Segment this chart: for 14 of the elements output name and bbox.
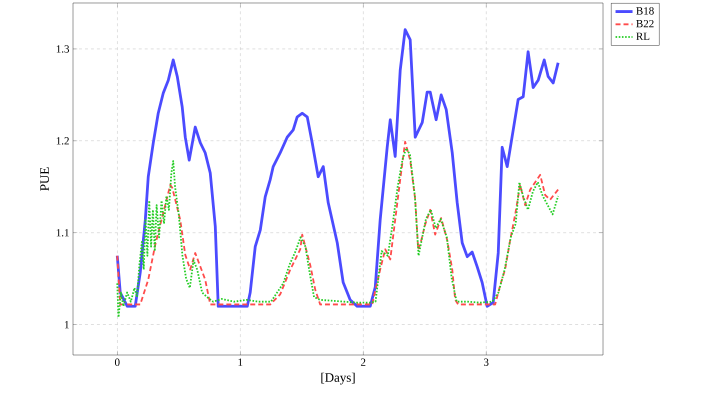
legend-label: RL <box>636 32 650 40</box>
legend-label: B18 <box>636 7 654 15</box>
x-axis-title: [Days] <box>321 372 355 385</box>
y-tick-label: 1.1 <box>56 229 69 236</box>
y-axis-title: PUE <box>40 167 49 191</box>
x-tick-label: 2 <box>360 358 366 366</box>
y-tick-label: 1.2 <box>56 137 69 145</box>
legend-label: B22 <box>636 20 654 28</box>
x-tick-label: 1 <box>238 358 242 366</box>
line-series <box>116 28 560 308</box>
x-tick-label: 0 <box>114 358 120 366</box>
x-tick-label: 3 <box>484 358 488 366</box>
y-tick-label: 1.3 <box>56 45 70 53</box>
y-tick-label: 1 <box>64 321 69 328</box>
